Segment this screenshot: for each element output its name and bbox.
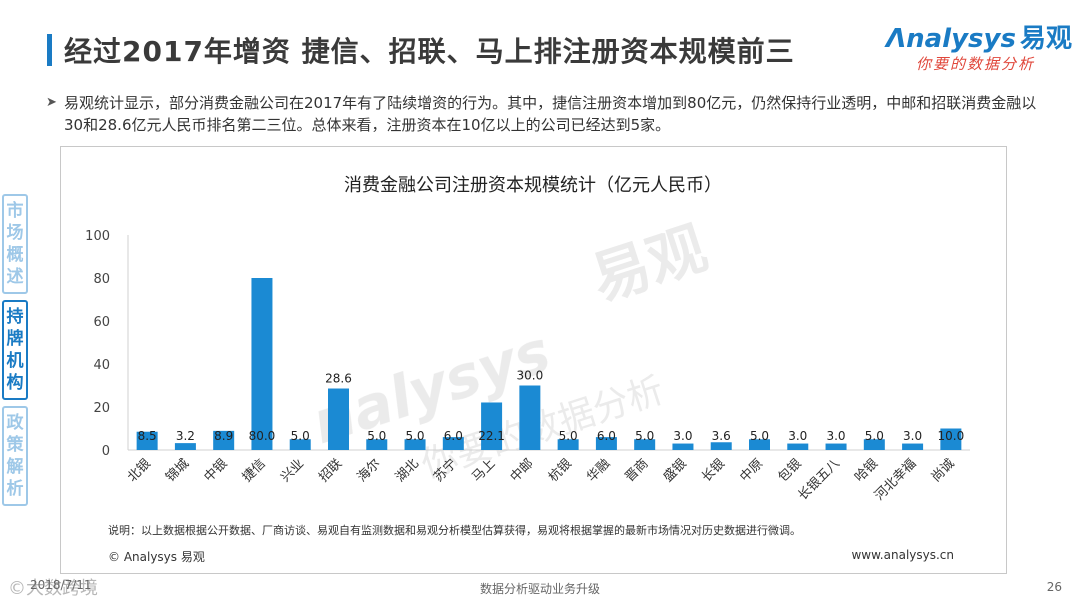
- bar-value-label: 8.5: [138, 429, 157, 443]
- chart-frame: [60, 146, 1007, 574]
- x-tick-label: 华融: [584, 456, 613, 485]
- x-tick-label: 河北幸福: [872, 456, 919, 503]
- x-tick-label: 长银: [699, 456, 728, 485]
- bar: [595, 437, 617, 450]
- page-title: 经过2017年增资 捷信、招联、马上排注册资本规模前三: [64, 35, 795, 68]
- x-tick-label: 中邮: [508, 456, 537, 485]
- bar-value-label: 28.6: [325, 372, 352, 386]
- bar-value-label: 6.0: [444, 429, 463, 443]
- x-axis-labels: 北银 锦城 中银 捷信 兴业 招联 海尔 湖北 苏宁 马上 中邮 杭银 华融 晋商 盛银 长银 中原 包银长银五八…: [125, 456, 958, 504]
- side-tab-policy-analysis[interactable]: 政策解析: [2, 406, 28, 506]
- x-tick-label: 尚诚: [929, 456, 958, 485]
- bar-value-label: 5.0: [559, 429, 578, 443]
- bar: [710, 442, 732, 450]
- bullet-arrow-icon: ➤: [46, 95, 57, 110]
- bar: [557, 439, 579, 450]
- y-tick-label: 80: [93, 272, 110, 287]
- bar-value-label: 5.0: [865, 429, 884, 443]
- bar: [672, 443, 694, 450]
- side-tab-licensed-institutions[interactable]: 持牌机构: [2, 300, 28, 400]
- x-tick-label: 中银: [202, 456, 231, 485]
- chart-footnote: 说明：以上数据根据公开数据、厂商访谈、易观自有监测数据和易观分析模型估算获得，易…: [108, 524, 801, 537]
- bar: [251, 278, 273, 450]
- bar-value-label: 5.0: [367, 429, 386, 443]
- x-tick-label: 中原: [737, 456, 766, 485]
- bar-value-label: 5.0: [750, 429, 769, 443]
- bar: [481, 402, 503, 450]
- bar: [404, 439, 426, 450]
- y-tick-label: 40: [93, 358, 110, 373]
- x-tick-label: 兴业: [278, 456, 307, 485]
- bar-value-label: 3.6: [712, 429, 731, 443]
- y-tick-label: 20: [93, 401, 110, 416]
- bar-value-label: 8.9: [214, 429, 233, 443]
- side-tab-market-overview[interactable]: 市场概述: [2, 194, 28, 294]
- copyright-text: © Analysys 易观: [108, 550, 205, 564]
- x-tick-label: 哈银: [852, 456, 881, 485]
- chart-title: 消费金融公司注册资本规模统计（亿元人民币）: [344, 175, 722, 196]
- bar: [442, 437, 464, 450]
- bar-value-label: 80.0: [249, 429, 276, 443]
- logo-text: nalysys: [906, 24, 1016, 54]
- bar: [787, 443, 809, 450]
- bar: [328, 388, 349, 450]
- bar-chart: nalysys 易观 你要的数据分析 消费金融公司注册资本规模统计（亿元人民币）…: [85, 175, 970, 504]
- bar: [519, 385, 541, 450]
- summary-text: 易观统计显示，部分消费金融公司在2017年有了陆续增资的行为。其中，捷信注册资本…: [64, 94, 1037, 134]
- analysys-logo: Ʌnalysys 易观 你要的数据分析: [886, 24, 1072, 80]
- x-tick-label: 北银: [125, 456, 154, 485]
- x-tick-label: 盛银: [661, 456, 690, 485]
- bar-series: [136, 278, 962, 450]
- footer-tagline: 数据分析驱动业务升级: [480, 582, 601, 596]
- bar-value-label: 5.0: [291, 429, 310, 443]
- x-tick-label: 湖北: [393, 456, 422, 485]
- x-tick-label: 杭银: [546, 456, 575, 485]
- logo-a-icon: Ʌ: [886, 24, 907, 54]
- bar: [634, 439, 656, 450]
- bar: [940, 428, 962, 450]
- corner-watermark: ©大数跨境: [8, 578, 98, 599]
- bar: [749, 439, 770, 450]
- bar-value-label: 6.0: [597, 429, 616, 443]
- bar-value-label: 3.2: [176, 429, 195, 443]
- logo-cn: 易观: [1019, 24, 1072, 54]
- website-link[interactable]: www.analysys.cn: [851, 548, 954, 562]
- watermark-text-cn: 易观: [583, 213, 714, 314]
- logo-subtitle: 你要的数据分析: [916, 55, 1036, 73]
- bar: [863, 439, 885, 450]
- x-tick-label: 海尔: [355, 456, 384, 485]
- y-tick-label: 0: [102, 444, 110, 459]
- bar-value-label: 5.0: [405, 429, 424, 443]
- bar-value-label: 30.0: [517, 369, 544, 383]
- x-tick-label: 招联: [316, 456, 345, 485]
- bar-value-label: 3.0: [788, 429, 807, 443]
- x-tick-label: 锦城: [163, 456, 192, 485]
- y-tick-label: 60: [93, 315, 110, 330]
- page-number: 26: [1046, 580, 1062, 594]
- bar-value-label: 3.0: [903, 429, 922, 443]
- bar-value-label: 3.0: [826, 429, 845, 443]
- bar: [213, 430, 235, 450]
- bar: [902, 443, 924, 450]
- x-tick-label: 晋商: [623, 456, 652, 485]
- bar-value-label: 3.0: [673, 429, 692, 443]
- bar-value-label: 22.1: [478, 429, 505, 443]
- y-tick-label: 100: [85, 229, 110, 244]
- bar: [136, 431, 158, 450]
- bar-value-label: 5.0: [635, 429, 654, 443]
- bar: [174, 443, 196, 450]
- bar: [366, 439, 388, 450]
- title-accent-bar: [47, 34, 52, 66]
- bar-value-label: 10.0: [938, 429, 965, 443]
- bar: [289, 439, 311, 450]
- bar: [825, 443, 847, 450]
- footer-date: 2018/7/11: [30, 578, 92, 592]
- x-tick-label: 长银五八: [795, 456, 842, 503]
- summary-text-block: ➤ 易观统计显示，部分消费金融公司在2017年有了陆续增资的行为。其中，捷信注册…: [46, 92, 1054, 136]
- x-tick-label: 捷信: [240, 456, 269, 485]
- side-navigation: 市场概述 持牌机构 政策解析: [0, 194, 34, 512]
- x-tick-label: 包银: [776, 456, 805, 485]
- value-labels: 8.5 3.2 8.9 80.0 5.0 28.6 5.0 5.0 6.0 22.1 30.0 5.0…: [138, 369, 965, 444]
